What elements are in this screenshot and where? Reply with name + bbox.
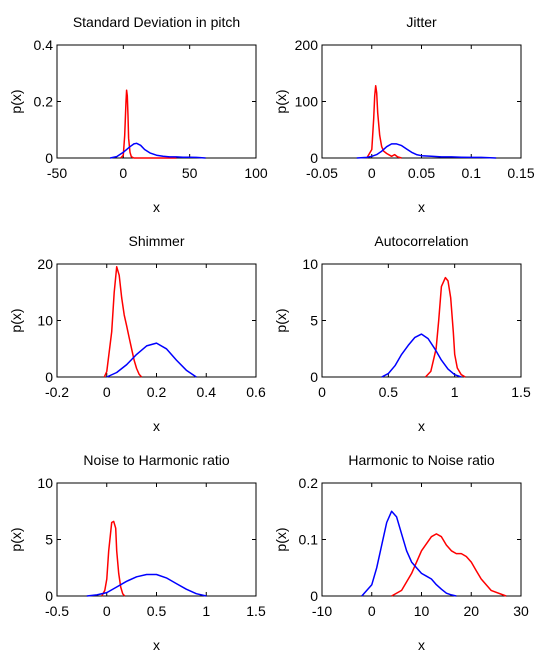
y-tick-label: 0 — [310, 150, 318, 166]
y-tick-label: 10 — [302, 256, 318, 272]
x-tick-label: -10 — [312, 603, 332, 619]
series-line-1 — [120, 89, 177, 159]
series-line-1 — [366, 84, 402, 159]
x-tick-label: 0 — [368, 603, 376, 619]
x-tick-label: -0.05 — [306, 165, 338, 181]
x-tick-label: -0.2 — [45, 384, 69, 400]
y-tick-label: 10 — [37, 475, 53, 491]
series-line-2 — [381, 333, 462, 378]
y-tick-label: 10 — [37, 313, 53, 329]
x-tick-label: 10 — [414, 603, 430, 619]
y-tick-label: 0 — [310, 588, 318, 604]
y-tick-label: 0.2 — [299, 475, 319, 491]
series-line-2 — [106, 342, 197, 378]
y-tick-label: 0 — [45, 588, 53, 604]
y-axis-label: p(x) — [8, 527, 24, 551]
x-tick-label: 1.5 — [246, 603, 266, 619]
axes-frame — [56, 263, 257, 378]
x-tick-label: 0.4 — [197, 384, 217, 400]
x-tick-label: 0.6 — [246, 384, 266, 400]
x-tick-label: 0 — [368, 165, 376, 181]
y-axis-label: p(x) — [273, 527, 289, 551]
x-tick-label: 100 — [244, 165, 268, 181]
series-line-2 — [86, 573, 207, 597]
y-tick-label: 0 — [310, 369, 318, 385]
x-tick-label: 0.5 — [147, 603, 167, 619]
series-line-2 — [361, 510, 457, 597]
x-tick-label: 50 — [182, 165, 198, 181]
x-tick-label: 0 — [103, 603, 111, 619]
series-line-1 — [103, 266, 143, 378]
x-axis-label: x — [418, 418, 425, 434]
y-tick-label: 5 — [310, 313, 318, 329]
x-tick-label: 1.5 — [511, 384, 531, 400]
series-line-1 — [424, 276, 466, 378]
y-tick-label: 0 — [45, 369, 53, 385]
subplot-4: Autocorrelation 0 0.5 1 1.5 0 5 10 x p(x) — [273, 233, 531, 434]
x-tick-label: -50 — [47, 165, 67, 181]
x-tick-label: 20 — [463, 603, 479, 619]
x-axis-label: x — [418, 637, 425, 653]
series-line-2 — [356, 143, 497, 159]
y-tick-label: 0 — [45, 150, 53, 166]
y-axis-label: p(x) — [8, 308, 24, 332]
x-tick-label: 30 — [513, 603, 529, 619]
x-tick-label: 0 — [318, 384, 326, 400]
y-tick-label: 100 — [295, 94, 319, 110]
subplot-title: Autocorrelation — [374, 233, 468, 249]
subplot-title: Jitter — [406, 14, 437, 30]
x-tick-label: 0 — [119, 165, 127, 181]
x-tick-label: 0.1 — [462, 165, 482, 181]
x-axis-label: x — [153, 199, 160, 215]
y-axis-label: p(x) — [273, 308, 289, 332]
axes-frame — [321, 263, 522, 378]
subplot-title: Standard Deviation in pitch — [73, 14, 240, 30]
x-tick-label: 1 — [202, 603, 210, 619]
subplot-1: Standard Deviation in pitch-50 0 50 10000.2… — [8, 14, 268, 215]
x-axis-label: x — [418, 199, 425, 215]
y-tick-label: 20 — [37, 256, 53, 272]
series-line-2 — [109, 142, 206, 159]
series-line-1 — [391, 533, 507, 597]
y-tick-label: 5 — [45, 532, 53, 548]
x-tick-label: 0.2 — [147, 384, 167, 400]
y-tick-label: 0.1 — [299, 532, 319, 548]
y-axis-label: p(x) — [8, 89, 24, 113]
x-tick-label: 0.5 — [379, 384, 399, 400]
subplot-6: Harmonic to Noise ratio-10 0 10 20 3000.10.2… — [273, 452, 529, 653]
x-tick-label: 0.15 — [507, 165, 534, 181]
subplot-title: Noise to Harmonic ratio — [83, 452, 229, 468]
subplot-title: Shimmer — [128, 233, 184, 249]
x-tick-label: 1 — [451, 384, 459, 400]
subplot-5: Noise to Harmonic ratio-0.5 0 0.5 1 1.50510x… — [8, 452, 266, 653]
y-axis-label: p(x) — [273, 89, 289, 113]
axes-frame — [56, 482, 257, 597]
y-tick-label: 0.4 — [34, 37, 54, 53]
subplot-title: Harmonic to Noise ratio — [348, 452, 494, 468]
x-axis-label: x — [153, 418, 160, 434]
x-tick-label: 0.05 — [408, 165, 435, 181]
y-tick-label: 0.2 — [34, 94, 54, 110]
x-tick-label: 0 — [103, 384, 111, 400]
y-tick-label: 200 — [295, 37, 319, 53]
x-axis-label: x — [153, 637, 160, 653]
axes-frame — [56, 44, 257, 159]
axes-frame — [321, 44, 522, 159]
series-line-1 — [101, 520, 126, 597]
x-tick-label: -0.5 — [45, 603, 69, 619]
axes-frame — [321, 482, 522, 597]
